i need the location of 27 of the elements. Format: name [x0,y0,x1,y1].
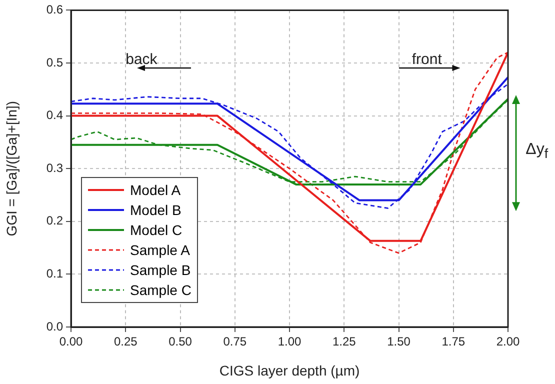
y-axis-title: GGI = [Ga]/([Ga]+[In]) [3,100,20,236]
x-tick-label: 1.75 [442,334,466,349]
x-tick-label: 1.00 [278,334,302,349]
annotation: back [126,51,158,68]
x-tick-label: 0.00 [59,334,83,349]
legend-label: Sample B [130,262,191,278]
x-tick-label: 1.50 [387,334,411,349]
legend-label: Model B [130,202,182,218]
y-tick-label: 0.0 [46,319,64,334]
legend-label: Model A [130,182,181,198]
y-tick-label: 0.6 [46,2,64,17]
y-tick-label: 0.3 [46,160,64,175]
y-tick-label: 0.2 [46,214,64,228]
annotation: front [412,51,442,68]
x-tick-label: 2.00 [496,334,520,349]
x-tick-label: 1.25 [332,334,356,349]
legend-label: Model C [130,222,182,238]
text: Δy$_{f}$ [526,140,548,161]
legend-label: Sample C [130,282,192,298]
y-tick-label: 0.4 [46,108,64,122]
x-axis-title: CIGS layer depth (µm) [219,362,360,378]
x-tick-label: 0.25 [114,334,138,349]
y-tick-label: 0.1 [46,266,64,281]
x-tick-label: 0.75 [223,334,247,349]
y-tick-label: 0.5 [46,55,64,70]
x-tick-label: 0.50 [168,334,192,349]
legend-label: Sample A [130,242,190,258]
